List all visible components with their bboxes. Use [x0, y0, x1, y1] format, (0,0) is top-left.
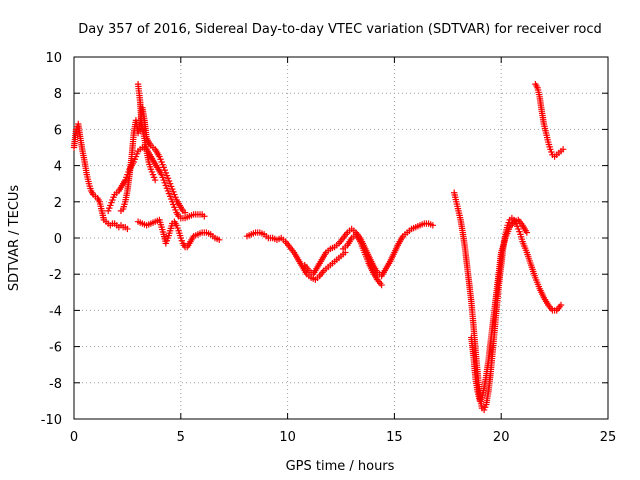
y-tick-label: 10 [45, 51, 62, 66]
y-tick-label: 8 [54, 87, 62, 102]
x-tick-label: 10 [279, 430, 296, 445]
x-tick-label: 25 [600, 430, 617, 445]
data-point [181, 209, 189, 216]
data-point [559, 146, 567, 153]
data-point [201, 213, 208, 220]
y-tick-label: -10 [41, 413, 62, 428]
data-points [70, 80, 567, 414]
y-axis-label: SDTVAR / TECUs [7, 185, 22, 292]
data-point [557, 301, 565, 309]
x-axis-label: GPS time / hours [286, 459, 395, 474]
x-axis: 0 5 10 15 20 25 [70, 57, 616, 445]
x-tick-label: 5 [177, 430, 185, 445]
data-point [429, 222, 437, 229]
chart-title: Day 357 of 2016, Sidereal Day-to-day VTE… [78, 22, 602, 37]
data-point [216, 236, 223, 244]
x-tick-label: 20 [493, 430, 510, 445]
y-tick-label: 6 [54, 123, 62, 138]
data-point [523, 229, 531, 236]
x-tick-label: 15 [386, 430, 403, 445]
y-tick-label: 4 [54, 160, 62, 175]
y-axis: 10 8 6 4 2 0 -2 -4 -6 -8 -10 [41, 51, 608, 428]
data-point [378, 281, 385, 289]
y-tick-label: -6 [49, 341, 62, 356]
y-tick-label: -2 [49, 268, 62, 283]
data-point [124, 225, 131, 233]
data-point [151, 176, 159, 184]
data-point [342, 249, 349, 256]
y-tick-label: -4 [49, 304, 62, 319]
y-tick-label: -8 [49, 377, 62, 392]
y-tick-label: 2 [54, 196, 62, 211]
y-tick-label: 0 [54, 232, 62, 247]
x-tick-label: 0 [70, 430, 78, 445]
